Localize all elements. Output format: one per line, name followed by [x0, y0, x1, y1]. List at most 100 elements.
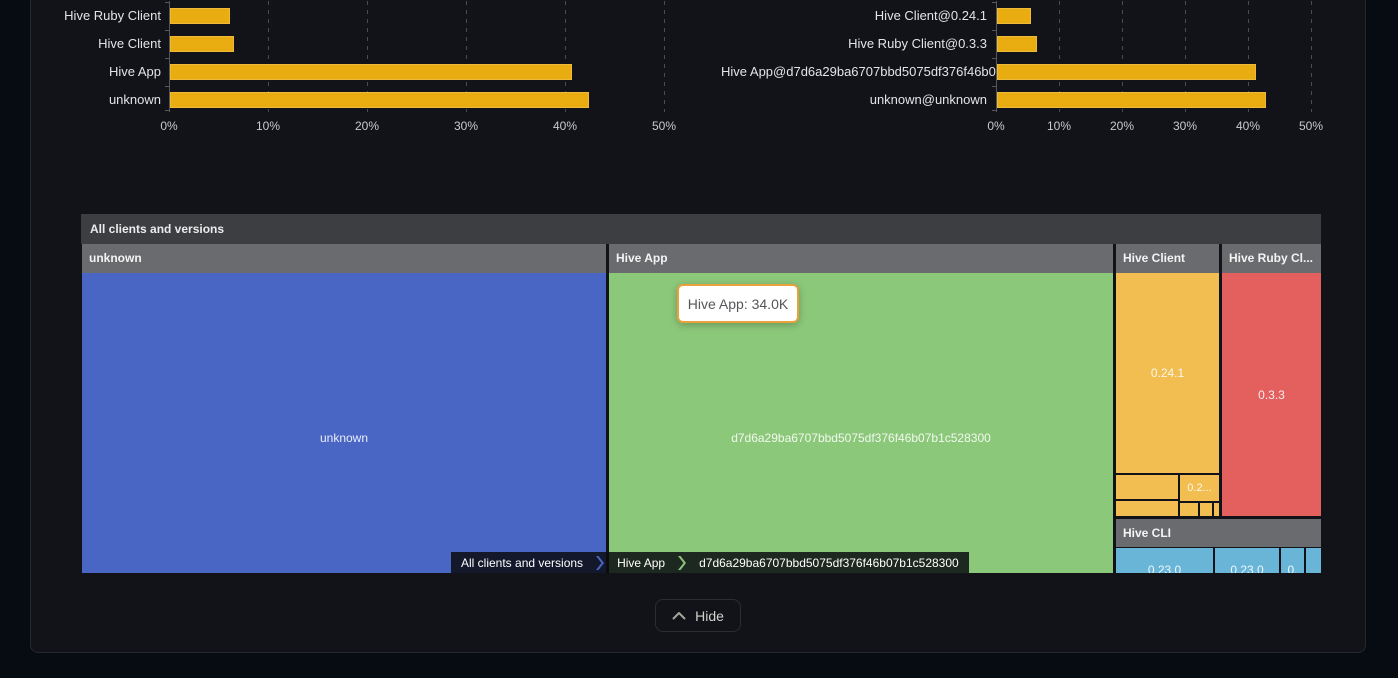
axis-tick — [992, 86, 996, 87]
gridline — [565, 1, 566, 112]
treemap-section-header[interactable]: Hive CLI — [1116, 519, 1321, 547]
clients-bar-chart: Hive Ruby Client Hive Client Hive App un… — [41, 1, 711, 146]
x-tick-label: 50% — [1298, 119, 1324, 133]
treemap-cell-label: 0.23.0 — [1230, 563, 1264, 573]
axis-tick — [165, 58, 169, 59]
hide-button-label: Hide — [695, 607, 724, 624]
category-label: unknown — [108, 92, 161, 107]
x-tick-label: 0% — [160, 119, 178, 133]
treemap-cell-hive-client-small[interactable] — [1200, 503, 1212, 516]
treemap-section-hive-ruby-client: Hive Ruby Cl... 0.3.3 — [1222, 244, 1321, 519]
panel-footer: Hide — [31, 599, 1365, 632]
category-label: unknown@unknown — [869, 92, 987, 107]
treemap-cell-hive-client-small[interactable] — [1116, 501, 1178, 516]
x-tick-label: 30% — [453, 119, 479, 133]
treemap-cell-hive-client-small[interactable] — [1214, 503, 1219, 516]
x-tick-label: 40% — [552, 119, 578, 133]
gridline — [1248, 1, 1249, 112]
treemap-cell-hive-client-02x[interactable]: 0.2... — [1180, 475, 1219, 501]
category-label: Hive Client — [98, 36, 161, 51]
client-versions-bar-chart: Hive Client@0.24.1 Hive Ruby Client@0.3.… — [721, 1, 1367, 146]
treemap-cell-label: 0. — [1287, 563, 1298, 573]
axis-tick — [165, 110, 169, 111]
category-label: Hive App@d7d6a29ba6707bbd5075df376f46b07… — [721, 64, 1011, 79]
treemap-cell-label: 0.24.1 — [1150, 366, 1185, 380]
category-label: Hive Client@0.24.1 — [874, 8, 987, 23]
x-tick-label: 20% — [354, 119, 380, 133]
bar-hive-client-0241[interactable] — [997, 8, 1031, 24]
x-tick-label: 50% — [651, 119, 677, 133]
treemap-cell-unknown[interactable]: unknown — [82, 273, 606, 573]
treemap-panel: All clients and versions unknown unknown… — [81, 214, 1321, 573]
treemap-section-hive-client: Hive Client 0.24.1 0.2... — [1116, 244, 1219, 519]
breadcrumb-item-root[interactable]: All clients and versions — [451, 552, 594, 573]
bar-hive-ruby-client[interactable] — [170, 8, 230, 24]
treemap-cell-label: 0.3.3 — [1258, 387, 1285, 402]
axis-tick — [992, 2, 996, 3]
bar-hive-client[interactable] — [170, 36, 234, 52]
treemap-cell-hive-client-0241[interactable]: 0.24.1 — [1116, 273, 1219, 473]
gridline — [1311, 1, 1312, 112]
axis-tick — [165, 86, 169, 87]
treemap-body: unknown unknown Hive App d7d6a29ba6707bb… — [81, 244, 1321, 573]
axis-tick — [992, 110, 996, 111]
gridline — [1122, 1, 1123, 112]
treemap-section-header[interactable]: Hive Client — [1116, 244, 1219, 273]
category-label: Hive App — [108, 64, 161, 79]
bar-unknown-unknown[interactable] — [997, 92, 1266, 108]
treemap-cell-label: unknown — [319, 431, 369, 445]
bar-charts-row: Hive Ruby Client Hive Client Hive App un… — [31, 1, 1365, 146]
x-tick-label: 10% — [1046, 119, 1072, 133]
breadcrumb-item-hash[interactable]: d7d6a29ba6707bbd5075df376f46b07b1c528300 — [689, 552, 969, 573]
x-tick-label: 20% — [1109, 119, 1135, 133]
treemap-section-header[interactable]: Hive Ruby Cl... — [1222, 244, 1321, 273]
hover-tooltip: Hive App: 34.0K — [677, 284, 799, 323]
category-label: Hive Ruby Client@0.3.3 — [848, 36, 987, 51]
treemap-cell-hive-app-hash[interactable]: d7d6a29ba6707bbd5075df376f46b07b1c528300 — [609, 273, 1113, 573]
treemap-cell-hive-cli-0230b[interactable]: 0.23.0 — [1215, 548, 1279, 573]
dashboard-panel-card: Hive Ruby Client Hive Client Hive App un… — [30, 0, 1366, 653]
breadcrumb-chevron-icon — [675, 552, 690, 573]
bar-hive-app[interactable] — [170, 64, 572, 80]
treemap-cell-hive-client-small[interactable] — [1116, 475, 1178, 499]
plot-area: 0% 10% 20% 30% 40% 50% — [160, 1, 696, 133]
y-axis-line — [169, 1, 170, 112]
breadcrumb-chevron-icon — [593, 552, 608, 573]
treemap-cell-label: 0.2... — [1187, 482, 1212, 494]
treemap-section-header[interactable]: unknown — [82, 244, 606, 273]
treemap-cell-hive-cli-small[interactable]: 0. — [1281, 548, 1304, 573]
treemap-section-hive-app: Hive App d7d6a29ba6707bbd5075df376f46b07… — [609, 244, 1113, 573]
treemap-title: All clients and versions — [81, 214, 1321, 244]
bar-hive-ruby-client-033[interactable] — [997, 36, 1037, 52]
treemap-cell-hive-client-small[interactable] — [1180, 503, 1198, 516]
treemap-section-header[interactable]: Hive App — [609, 244, 1113, 273]
treemap-section-unknown: unknown unknown — [82, 244, 606, 573]
gridline — [466, 1, 467, 112]
axis-tick — [992, 30, 996, 31]
axis-tick — [165, 2, 169, 3]
y-axis-line — [996, 1, 997, 112]
treemap-section-hive-cli: Hive CLI 0.23.0 0.23.0 0. — [1116, 519, 1321, 573]
axis-tick — [165, 30, 169, 31]
treemap-breadcrumb: All clients and versions Hive App d7d6a2… — [451, 552, 969, 573]
plot-area: 0% 10% 20% 30% 40% 50% — [987, 1, 1376, 133]
treemap-cell-label: 0.23.0 — [1147, 563, 1182, 573]
gridline — [367, 1, 368, 112]
breadcrumb-item-hive-app[interactable]: Hive App — [607, 552, 676, 573]
tooltip-text: Hive App: 34.0K — [687, 295, 789, 312]
bar-unknown[interactable] — [170, 92, 589, 108]
gridline — [1185, 1, 1186, 112]
chevron-up-icon — [672, 611, 686, 620]
x-tick-label: 10% — [255, 119, 281, 133]
treemap-cell-hive-cli-0230[interactable]: 0.23.0 — [1116, 548, 1213, 573]
hide-button[interactable]: Hide — [655, 599, 741, 632]
treemap-cell-hive-ruby-033[interactable]: 0.3.3 — [1222, 273, 1321, 516]
x-tick-label: 40% — [1235, 119, 1261, 133]
gridline — [268, 1, 269, 112]
bar-hive-app-hash[interactable] — [997, 64, 1256, 80]
x-tick-label: 30% — [1172, 119, 1198, 133]
category-label: Hive Ruby Client — [64, 8, 161, 23]
axis-tick — [992, 58, 996, 59]
treemap-cell-hive-cli-small[interactable] — [1306, 548, 1321, 573]
x-tick-label: 0% — [987, 119, 1005, 133]
